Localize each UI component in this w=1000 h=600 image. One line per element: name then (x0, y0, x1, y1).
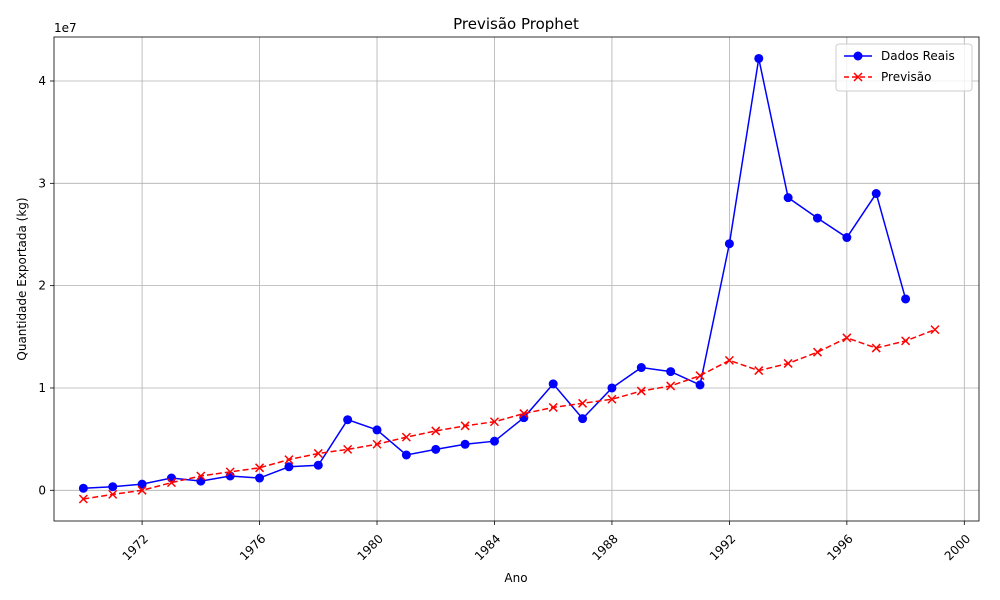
data-point (842, 333, 852, 343)
y-tick-label: 3 (38, 176, 46, 190)
y-tick-label: 0 (38, 483, 46, 497)
data-point (607, 394, 617, 404)
data-point (695, 380, 705, 390)
data-point (607, 383, 617, 393)
legend-label-forecast: Previsão (881, 70, 931, 84)
x-axis-title: Ano (504, 571, 527, 585)
data-point (78, 483, 88, 493)
chart-title: Previsão Prophet (453, 15, 579, 33)
data-point (225, 467, 235, 477)
data-point (372, 439, 382, 449)
y-tick-label: 1 (38, 381, 46, 395)
data-point (343, 415, 353, 425)
data-point (812, 213, 822, 223)
data-point (255, 473, 265, 483)
data-point (871, 189, 881, 199)
data-point (489, 436, 499, 446)
series-layer (78, 53, 940, 504)
data-point (783, 358, 793, 368)
data-point (108, 489, 118, 499)
data-point (137, 485, 147, 495)
data-point (901, 294, 911, 304)
grid-lines (54, 37, 979, 521)
legend-marker-forecast (853, 72, 863, 82)
data-point (401, 450, 411, 460)
data-point (519, 409, 529, 419)
plot-frame (53, 36, 980, 522)
data-point (548, 402, 558, 412)
data-point (78, 494, 88, 504)
data-point (108, 482, 118, 492)
y-tick-label: 4 (38, 74, 46, 88)
data-point (901, 336, 911, 346)
data-point (636, 363, 646, 373)
data-point (431, 444, 441, 454)
y-tick-label: 2 (38, 279, 46, 293)
data-point (578, 398, 588, 408)
data-point (548, 379, 558, 389)
data-point (930, 325, 940, 335)
data-point (196, 476, 206, 486)
data-point (578, 414, 588, 424)
data-point (460, 421, 470, 431)
data-point (812, 347, 823, 357)
legend-marker-actual (853, 51, 863, 61)
series-1 (78, 325, 940, 504)
data-point (401, 432, 411, 442)
data-point (724, 239, 734, 249)
data-point (196, 471, 206, 481)
data-point (636, 386, 646, 396)
data-point (313, 460, 323, 470)
data-point (489, 417, 500, 427)
data-point (783, 193, 793, 203)
data-point (372, 425, 382, 435)
data-point (666, 381, 676, 391)
data-point (313, 448, 323, 458)
data-point (695, 371, 705, 381)
data-point (255, 463, 265, 473)
data-point (871, 343, 881, 353)
data-point (431, 426, 441, 436)
data-point (842, 233, 852, 243)
data-point (137, 479, 147, 489)
data-point (754, 53, 764, 63)
data-point (166, 478, 176, 488)
y-axis-title: Quantidade Exportada (kg) (15, 197, 29, 360)
y-scale-label: 1e7 (54, 21, 77, 35)
data-point (724, 355, 734, 365)
legend-label-actual: Dados Reais (881, 49, 955, 63)
legend: Dados Reais Previsão (835, 43, 973, 92)
data-point (460, 439, 470, 449)
data-point (666, 367, 676, 377)
data-point (284, 462, 294, 472)
data-point (343, 444, 353, 454)
data-point (754, 366, 764, 376)
series-line (83, 328, 936, 500)
data-point (284, 455, 294, 465)
